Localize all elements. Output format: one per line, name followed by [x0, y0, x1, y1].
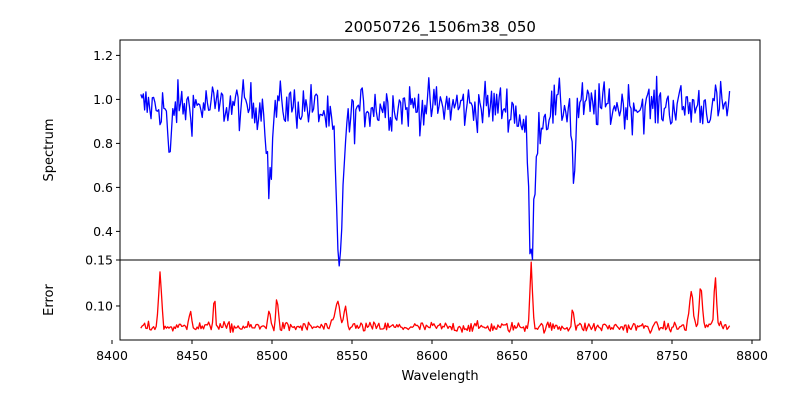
xtick-label: 8800 — [736, 348, 768, 363]
xtick-label: 8400 — [96, 348, 128, 363]
x-axis-label: Wavelength — [401, 369, 478, 384]
xtick-label: 8600 — [416, 348, 448, 363]
spectrum-series-line — [140, 75, 731, 267]
spectrum-ytick-label: 0.8 — [93, 136, 113, 151]
xtick-label: 8550 — [336, 348, 368, 363]
error-panel-frame — [119, 259, 761, 341]
spectrum-ytick-label: 1.2 — [93, 48, 113, 63]
spectrum-ytick-label: 0.4 — [93, 224, 113, 239]
error-series-line — [140, 261, 731, 334]
xtick-label: 8650 — [496, 348, 528, 363]
xtick-label: 8750 — [656, 348, 688, 363]
xtick-label: 8450 — [176, 348, 208, 363]
spectrum-ytick-label: 1.0 — [93, 92, 113, 107]
spectrum-panel-frame — [119, 39, 761, 261]
spectrum-y-axis-label: Spectrum — [42, 119, 57, 182]
error-y-axis: 0.10 0.15 — [85, 253, 120, 313]
x-axis: 8400 8450 8500 8550 8600 8650 8700 8750 8800 — [96, 340, 768, 363]
error-ytick-label: 0.10 — [85, 298, 113, 313]
spectrum-ytick-label: 0.6 — [93, 180, 113, 195]
error-ytick-label: 0.15 — [85, 253, 113, 268]
xtick-label: 8700 — [576, 348, 608, 363]
chart-title: 20050726_1506m38_050 — [344, 18, 536, 37]
spectrum-y-axis: 0.4 0.6 0.8 1.0 1.2 — [93, 48, 120, 239]
xtick-label: 8500 — [256, 348, 288, 363]
error-y-axis-label: Error — [42, 284, 57, 316]
